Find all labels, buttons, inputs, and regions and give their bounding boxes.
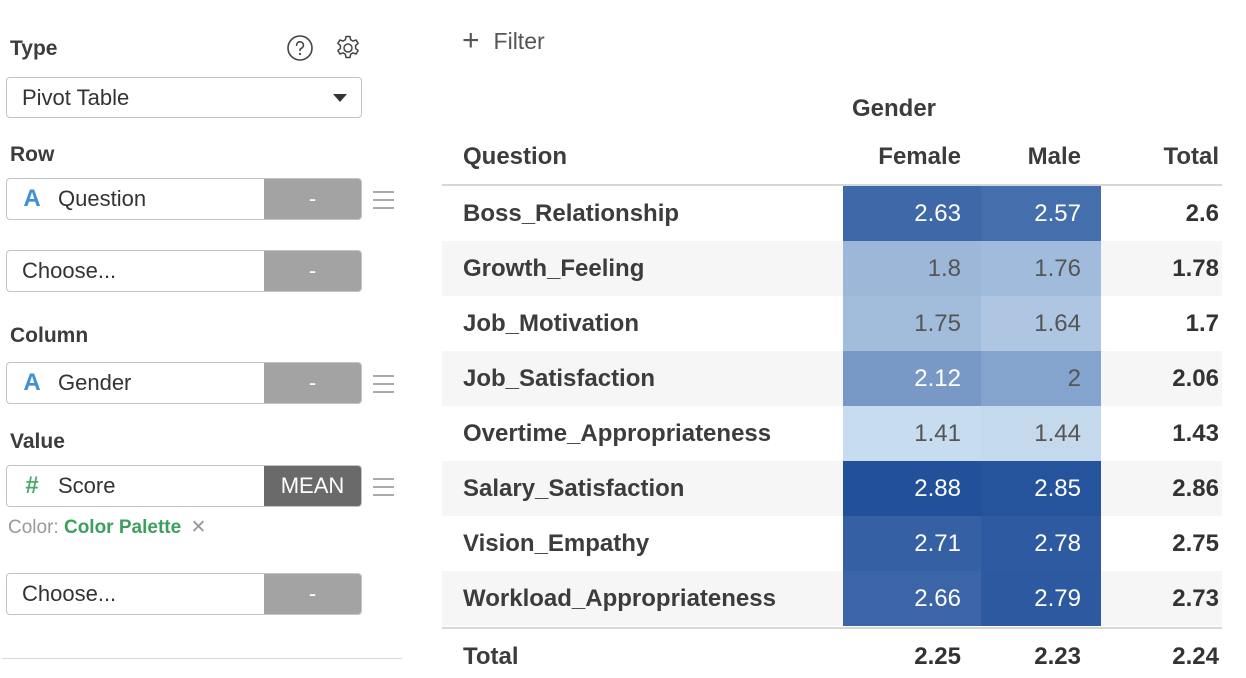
column-label: Column xyxy=(10,324,89,347)
row-total-cell: 1.43 xyxy=(1172,420,1219,447)
chart-type-select[interactable]: Pivot Table xyxy=(6,77,362,118)
text-type-icon: A xyxy=(23,185,41,212)
row-total-cell: 1.7 xyxy=(1185,310,1219,337)
value-choose-field[interactable]: Choose... - xyxy=(6,573,362,615)
row-label: Salary_Satisfaction xyxy=(463,475,685,502)
chevron-down-icon xyxy=(333,94,347,102)
text-type-icon: A xyxy=(23,369,41,396)
row-label: Job_Satisfaction xyxy=(463,365,656,392)
value-choose-agg-button[interactable]: - xyxy=(264,574,361,614)
male-cell: 2.57 xyxy=(981,186,1101,241)
male-cell: 2 xyxy=(981,351,1101,406)
value-label: Value xyxy=(10,430,65,453)
female-cell: 2.71 xyxy=(843,516,981,571)
male-cell: 2.79 xyxy=(981,571,1101,626)
value-choose-selector[interactable]: Choose... xyxy=(7,574,264,614)
header-divider xyxy=(442,184,1222,186)
row-choose-agg-button[interactable]: - xyxy=(264,251,361,291)
male-cell: 2.78 xyxy=(981,516,1101,571)
row-choose-field[interactable]: Choose... - xyxy=(6,250,362,292)
row-label: Overtime_Appropriateness xyxy=(463,420,772,447)
type-label: Type xyxy=(10,37,58,60)
female-cell: 2.66 xyxy=(843,571,981,626)
female-cell: 1.41 xyxy=(843,406,981,461)
value-field-score[interactable]: # Score MEAN xyxy=(6,465,362,507)
row-field-name: Question xyxy=(58,186,147,211)
color-palette-link[interactable]: Color Palette xyxy=(63,517,182,538)
female-cell: 1.75 xyxy=(843,296,981,351)
female-cell: 2.63 xyxy=(843,186,981,241)
value-agg-button[interactable]: MEAN xyxy=(264,466,361,506)
column-group-header: Gender xyxy=(851,95,937,122)
table-row: Workload_Appropriateness 2.66 2.79 2.73 xyxy=(442,571,1222,626)
value-choose-placeholder: Choose... xyxy=(22,581,117,606)
gear-icon[interactable] xyxy=(334,34,362,62)
number-type-icon: # xyxy=(25,472,39,499)
female-cell: 1.8 xyxy=(843,241,981,296)
row-field-agg-button[interactable]: - xyxy=(264,179,361,219)
table-row: Growth_Feeling 1.8 1.76 1.78 xyxy=(442,241,1222,296)
male-cell: 2.85 xyxy=(981,461,1101,516)
chart-type-value: Pivot Table xyxy=(22,85,130,110)
row-field-question[interactable]: A Question - xyxy=(6,178,362,220)
column-header-total: Total xyxy=(1163,143,1219,170)
male-cell: 1.64 xyxy=(981,296,1101,351)
column-field-gender[interactable]: A Gender - xyxy=(6,362,362,404)
column-header-male: Male xyxy=(1027,143,1081,170)
chart-config-sidebar: Type Pivot Table Row A Question - Choose… xyxy=(0,0,410,678)
help-icon[interactable] xyxy=(286,34,314,62)
row-total-cell: 2.06 xyxy=(1172,365,1219,392)
row-field-selector[interactable]: A Question xyxy=(7,179,264,219)
drag-handle-icon[interactable] xyxy=(373,478,394,496)
row-total-cell: 2.86 xyxy=(1172,475,1219,502)
row-total-cell: 2.6 xyxy=(1185,200,1219,227)
total-female: 2.25 xyxy=(914,643,961,670)
male-cell: 1.44 xyxy=(981,406,1101,461)
row-total-cell: 2.75 xyxy=(1172,530,1219,557)
plus-icon: + xyxy=(462,24,480,57)
row-label: Workload_Appropriateness xyxy=(463,585,776,612)
add-filter-button[interactable]: + Filter xyxy=(462,26,545,56)
total-row-label: Total xyxy=(463,643,519,670)
sidebar-divider xyxy=(2,658,402,659)
table-row: Boss_Relationship 2.63 2.57 2.6 xyxy=(442,186,1222,241)
row-label: Boss_Relationship xyxy=(463,200,680,227)
grand-total: 2.24 xyxy=(1172,643,1219,670)
row-label: Vision_Empathy xyxy=(463,530,650,557)
value-field-selector[interactable]: # Score xyxy=(7,466,264,506)
drag-handle-icon[interactable] xyxy=(373,375,394,393)
row-label: Row xyxy=(10,143,55,166)
row-choose-placeholder: Choose... xyxy=(22,258,117,283)
row-header-question: Question xyxy=(463,143,568,170)
color-setting: Color: Color Palette ✕ xyxy=(8,516,206,539)
female-cell: 2.12 xyxy=(843,351,981,406)
column-field-name: Gender xyxy=(58,370,132,395)
table-row: Salary_Satisfaction 2.88 2.85 2.86 xyxy=(442,461,1222,516)
filter-label: Filter xyxy=(493,27,545,54)
table-row: Overtime_Appropriateness 1.41 1.44 1.43 xyxy=(442,406,1222,461)
column-header-female: Female xyxy=(878,143,961,170)
total-divider xyxy=(442,627,1222,629)
table-row: Job_Motivation 1.75 1.64 1.7 xyxy=(442,296,1222,351)
table-row: Job_Satisfaction 2.12 2 2.06 xyxy=(442,351,1222,406)
table-row: Vision_Empathy 2.71 2.78 2.75 xyxy=(442,516,1222,571)
total-row: Total 2.25 2.23 2.24 xyxy=(442,631,1222,678)
row-total-cell: 2.73 xyxy=(1172,585,1219,612)
female-cell: 2.88 xyxy=(843,461,981,516)
close-icon[interactable]: ✕ xyxy=(190,517,207,538)
row-label: Growth_Feeling xyxy=(463,255,645,282)
color-prefix: Color: xyxy=(8,517,59,538)
column-field-selector[interactable]: A Gender xyxy=(7,363,264,403)
row-total-cell: 1.78 xyxy=(1172,255,1219,282)
male-cell: 1.76 xyxy=(981,241,1101,296)
value-field-name: Score xyxy=(58,473,116,498)
row-choose-selector[interactable]: Choose... xyxy=(7,251,264,291)
row-label: Job_Motivation xyxy=(463,310,640,337)
total-male: 2.23 xyxy=(1034,643,1081,670)
column-field-agg-button[interactable]: - xyxy=(264,363,361,403)
drag-handle-icon[interactable] xyxy=(373,191,394,209)
